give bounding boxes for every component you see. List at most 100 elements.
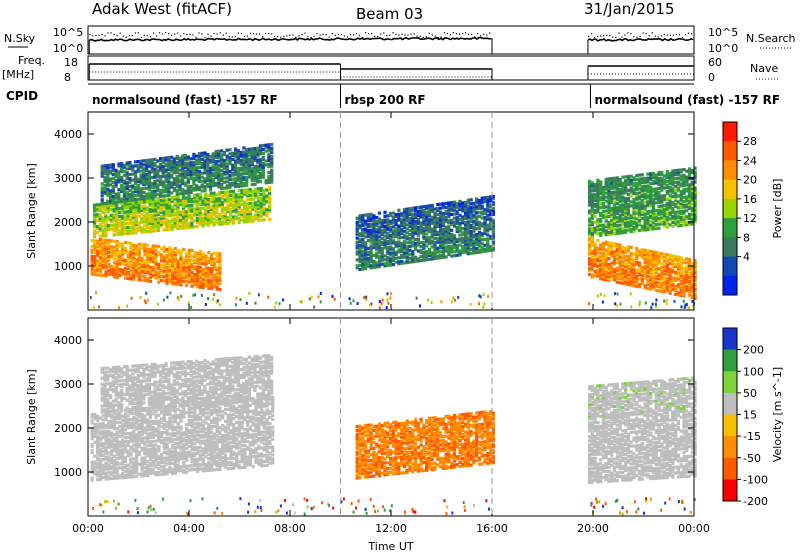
data-cell — [679, 215, 683, 220]
data-cell — [93, 272, 97, 277]
data-cell — [386, 249, 390, 254]
data-cell — [101, 258, 105, 262]
data-cell — [164, 180, 168, 184]
data-cell — [96, 243, 100, 247]
data-cell — [599, 245, 603, 249]
data-cell — [131, 223, 136, 227]
data-cell — [635, 274, 639, 278]
data-cell — [662, 216, 667, 220]
data-cell — [361, 223, 365, 227]
data-cell — [211, 156, 215, 160]
data-cell — [104, 272, 108, 276]
data-cell — [679, 209, 683, 214]
data-cell — [228, 181, 232, 186]
data-cell — [148, 213, 152, 217]
data-cell — [146, 263, 150, 267]
data-cell — [245, 214, 249, 218]
data-cell — [483, 227, 487, 232]
data-cell — [674, 288, 678, 292]
data-cell — [245, 148, 249, 152]
data-cell — [372, 246, 376, 250]
data-cell — [475, 223, 479, 227]
data-cell — [693, 288, 697, 292]
data-cell — [637, 263, 642, 267]
noise-search-dot — [606, 34, 608, 37]
data-cell — [125, 183, 129, 187]
data-cell — [165, 255, 169, 259]
data-cell — [660, 182, 664, 186]
data-cell — [679, 176, 683, 180]
data-cell — [593, 230, 597, 234]
data-cell — [161, 168, 165, 172]
data-cell — [204, 210, 208, 214]
data-cell — [215, 287, 219, 291]
data-cell — [601, 246, 605, 250]
noise-search-dot — [669, 34, 671, 36]
data-cell — [159, 224, 163, 228]
data-cell — [256, 166, 260, 170]
data-cell — [265, 188, 269, 192]
data-cell — [131, 186, 135, 190]
data-cell — [258, 150, 263, 154]
data-cell — [187, 225, 191, 229]
data-cell — [596, 274, 600, 278]
data-cell — [588, 181, 592, 185]
data-cell — [242, 170, 246, 174]
data-cell — [93, 207, 97, 211]
data-cell — [217, 179, 221, 183]
data-cell — [98, 267, 103, 271]
data-cell — [123, 200, 127, 204]
data-cell — [610, 206, 614, 210]
data-cell — [218, 222, 222, 226]
data-cell — [131, 172, 135, 176]
noise-search-dot — [198, 32, 200, 34]
data-cell — [258, 148, 263, 152]
data-cell — [157, 262, 161, 266]
data-cell — [151, 223, 155, 227]
data-cell — [101, 216, 105, 220]
data-cell — [142, 179, 146, 183]
data-cell — [167, 179, 171, 183]
data-cell — [624, 210, 628, 215]
data-cell — [640, 267, 644, 272]
data-cell — [466, 248, 470, 252]
data-cell — [466, 240, 470, 244]
data-cell — [156, 228, 161, 232]
data-cell — [231, 151, 235, 155]
data-cell — [95, 227, 99, 231]
data-cell — [397, 224, 401, 228]
data-cell — [156, 207, 161, 211]
data-cell — [475, 215, 479, 219]
data-cell — [685, 257, 689, 261]
data-cell — [366, 215, 370, 219]
data-cell — [161, 174, 165, 178]
data-cell — [253, 172, 257, 176]
data-cell — [665, 267, 669, 271]
data-cell — [154, 223, 158, 227]
data-cell — [489, 205, 493, 209]
data-cell — [143, 253, 147, 257]
data-cell — [685, 279, 689, 283]
data-cell — [408, 207, 412, 211]
data-cell — [165, 208, 169, 212]
data-cell — [618, 191, 622, 195]
data-cell — [242, 162, 246, 166]
data-cell — [626, 204, 630, 208]
data-cell — [386, 214, 390, 218]
data-cell — [220, 216, 224, 220]
data-cell — [228, 185, 232, 189]
data-cell — [229, 209, 233, 213]
data-cell — [657, 216, 661, 220]
data-cell — [101, 218, 105, 222]
data-cell — [624, 254, 628, 258]
data-cell — [397, 242, 401, 246]
data-cell — [436, 203, 440, 207]
data-cell — [109, 169, 113, 173]
data-cell — [98, 241, 103, 246]
data-cell — [159, 176, 163, 181]
data-cell — [109, 201, 113, 205]
data-cell — [143, 265, 147, 269]
data-cell — [157, 280, 161, 284]
data-cell — [212, 213, 216, 217]
data-cell — [222, 186, 226, 190]
